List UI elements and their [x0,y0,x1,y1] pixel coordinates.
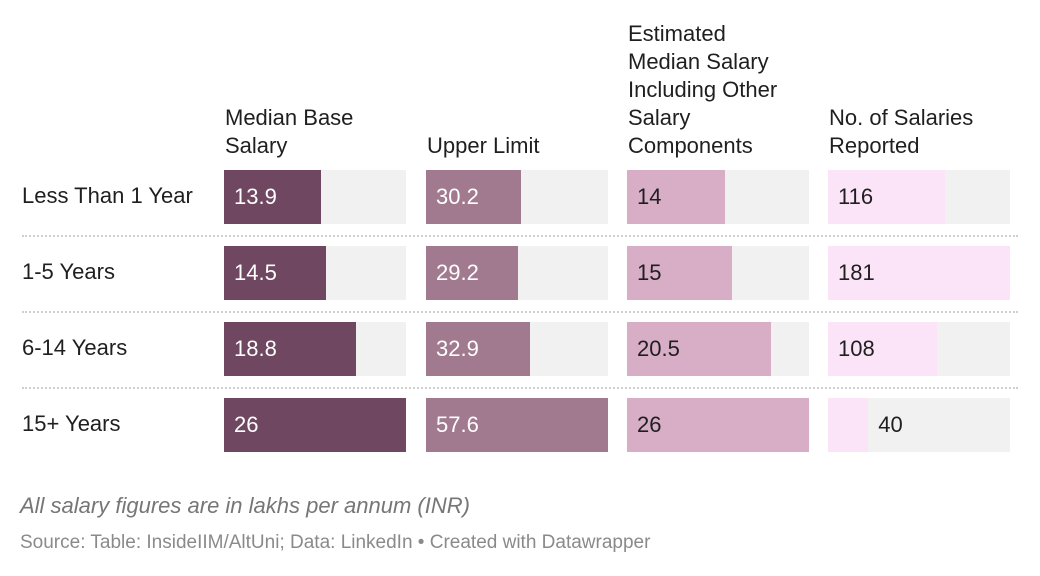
bar-track: 26 [627,398,809,452]
row-label: 15+ Years [22,411,121,436]
bar-fill [828,398,869,452]
bar-track: 29.2 [426,246,608,300]
footnote: All salary figures are in lakhs per annu… [20,493,470,518]
row-divider [22,311,1018,313]
bar-fill [828,246,1010,300]
bar-track: 15 [627,246,809,300]
bar-value-label: 40 [878,412,903,437]
bar-fill [224,246,326,300]
bar-value-label: 30.2 [436,184,479,209]
column-header-upper-limit: Upper Limit [427,133,540,158]
bar-track: 40 [828,398,1010,452]
bar-track: 108 [828,322,1010,376]
source-line: Source: Table: InsideIIM/AltUni; Data: L… [20,532,651,553]
bar-value-label: 26 [637,412,662,437]
row-label: 6-14 Years [22,335,128,360]
bar-track: 14.5 [224,246,406,300]
bar-fill [627,170,725,224]
bar-value-label: 20.5 [637,336,680,361]
bar-value-label: 108 [838,336,875,361]
bar-fill [426,170,522,224]
row-divider [22,387,1018,389]
bar-fill [426,322,530,376]
bar-track: 13.9 [224,170,406,224]
bar-fill [627,398,809,452]
bar-value-label: 57.6 [436,412,479,437]
bar-value-label: 18.8 [234,336,277,361]
bar-value-label: 14 [637,184,662,209]
bar-track: 57.6 [426,398,608,452]
bar-fill [224,170,322,224]
bar-fill [828,322,937,376]
bar-track: 20.5 [627,322,809,376]
row-label: 1-5 Years [22,259,115,284]
bar-fill [627,246,732,300]
bar-fill [828,170,945,224]
bar-value-label: 116 [838,184,874,209]
bar-fill [224,322,356,376]
bar-track: 14 [627,170,809,224]
bar-value-label: 29.2 [436,260,479,285]
bar-value-label: 181 [838,260,875,285]
column-header-median-base: Median Base Salary [225,105,354,158]
bar-track: 30.2 [426,170,608,224]
bar-track: 26 [224,398,406,452]
bar-fill [224,398,406,452]
bar-fill [426,398,608,452]
bar-value-label: 26 [234,412,259,437]
bar-track: 181 [828,246,1010,300]
bar-value-label: 15 [637,260,662,285]
bar-value-label: 32.9 [436,336,479,361]
column-header-num-salaries: No. of Salaries Reported [829,105,974,158]
bar-track: 32.9 [426,322,608,376]
bar-value-label: 13.9 [234,184,277,209]
row-label: Less Than 1 Year [22,183,193,208]
column-header-estimated-median: Estimated Median Salary Including Other … [628,21,778,158]
bar-fill [426,246,519,300]
row-divider [22,235,1018,237]
bar-fill [627,322,771,376]
bar-track: 18.8 [224,322,406,376]
bar-value-label: 14.5 [234,260,277,285]
bar-track: 116 [828,170,1010,224]
